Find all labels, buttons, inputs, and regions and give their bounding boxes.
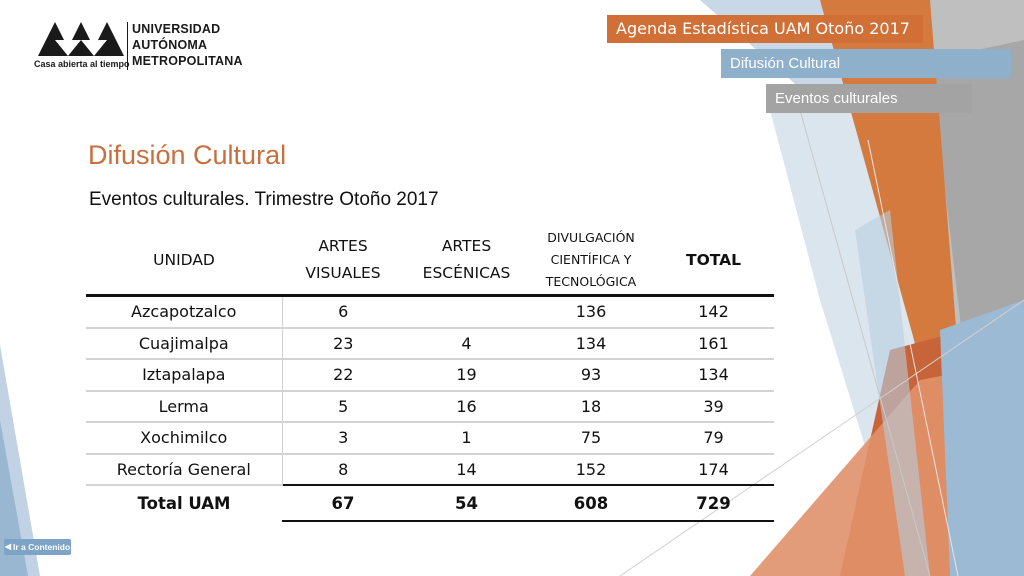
cell-divulgacion: 75 bbox=[529, 422, 653, 455]
total-grand: 729 bbox=[653, 485, 774, 522]
cell-divulgacion: 93 bbox=[529, 359, 653, 392]
cell-divulgacion: 18 bbox=[529, 390, 653, 423]
uam-logo: Casa abierta al tiempo UNIVERSIDAD AUTÓN… bbox=[34, 20, 249, 72]
total-artes-escenicas: 54 bbox=[404, 485, 529, 522]
cell-unidad: Cuajimalpa bbox=[86, 327, 283, 360]
cell-artes-visuales: 6 bbox=[282, 295, 404, 329]
logo-name: UNIVERSIDAD AUTÓNOMA METROPOLITANA bbox=[132, 21, 243, 69]
table-row: Xochimilco 3 1 75 79 bbox=[86, 422, 774, 455]
cell-unidad: Lerma bbox=[86, 390, 283, 423]
cell-unidad: Rectoría General bbox=[86, 453, 283, 486]
cell-divulgacion: 152 bbox=[529, 453, 653, 486]
header-artes-escenicas: ARTES ESCÉNICAS bbox=[404, 226, 529, 297]
subsection-banner: Eventos culturales bbox=[766, 84, 972, 113]
events-table: UNIDAD ARTES VISUALES ARTES ESCÉNICAS DI… bbox=[86, 226, 774, 522]
header-total: TOTAL bbox=[653, 226, 774, 297]
cell-total: 134 bbox=[653, 359, 774, 392]
cell-unidad: Xochimilco bbox=[86, 422, 283, 455]
cell-artes-escenicas: 4 bbox=[404, 327, 529, 360]
header-unidad: UNIDAD bbox=[86, 226, 282, 297]
logo-tagline: Casa abierta al tiempo bbox=[34, 59, 130, 69]
section-banner: Difusión Cultural bbox=[721, 49, 1011, 78]
cell-artes-escenicas: 1 bbox=[404, 422, 529, 455]
cell-total: 161 bbox=[653, 327, 774, 360]
cell-total: 174 bbox=[653, 453, 774, 486]
table-row: Cuajimalpa 23 4 134 161 bbox=[86, 327, 774, 360]
logo-name-line-3: METROPOLITANA bbox=[132, 54, 243, 68]
header-artes-escenicas-line-1: ARTES bbox=[441, 237, 492, 255]
header-divulgacion: DIVULGACIÓN CIENTÍFICA Y TECNOLÓGICA bbox=[529, 226, 653, 297]
table-row: Iztapalapa 22 19 93 134 bbox=[86, 359, 774, 392]
header-artes-visuales-line-1: ARTES bbox=[318, 237, 368, 255]
total-label: Total UAM bbox=[137, 494, 231, 513]
cell-divulgacion: 136 bbox=[529, 295, 653, 329]
header-divulgacion-line-2: CIENTÍFICA Y bbox=[550, 252, 632, 267]
cell-artes-visuales: 22 bbox=[282, 359, 404, 392]
header-artes-visuales-line-2: VISUALES bbox=[305, 264, 381, 282]
caret-left-icon: ◀ bbox=[4, 542, 11, 551]
table-row: Lerma 5 16 18 39 bbox=[86, 390, 774, 423]
cell-artes-visuales: 3 bbox=[282, 422, 404, 455]
header-artes-visuales: ARTES VISUALES bbox=[282, 226, 404, 297]
logo-name-line-1: UNIVERSIDAD bbox=[132, 22, 221, 36]
cell-artes-escenicas bbox=[404, 295, 529, 329]
table-header-row: UNIDAD ARTES VISUALES ARTES ESCÉNICAS DI… bbox=[86, 226, 774, 297]
total-divulgacion: 608 bbox=[529, 485, 653, 522]
cell-unidad: Iztapalapa bbox=[86, 359, 283, 392]
header-artes-escenicas-line-2: ESCÉNICAS bbox=[422, 264, 511, 282]
cell-artes-visuales: 5 bbox=[282, 390, 404, 423]
cell-artes-visuales: 8 bbox=[282, 453, 404, 486]
cell-unidad: Azcapotzalco bbox=[86, 295, 283, 329]
cell-artes-escenicas: 16 bbox=[404, 390, 529, 423]
total-artes-visuales: 67 bbox=[282, 485, 404, 522]
cell-artes-visuales: 23 bbox=[282, 327, 404, 360]
table-row: Rectoría General 8 14 152 174 bbox=[86, 453, 774, 486]
back-to-contents-label: Ir a Contenido bbox=[13, 542, 71, 552]
cell-total: 142 bbox=[653, 295, 774, 329]
cell-total: 39 bbox=[653, 390, 774, 423]
logo-divider bbox=[127, 22, 128, 70]
agenda-banner: Agenda Estadística UAM Otoño 2017 bbox=[607, 15, 923, 43]
back-to-contents-button[interactable]: ◀ Ir a Contenido bbox=[4, 539, 71, 555]
cell-artes-escenicas: 19 bbox=[404, 359, 529, 392]
page-title: Difusión Cultural bbox=[88, 140, 287, 170]
header-divulgacion-line-3: TECNOLÓGICA bbox=[545, 274, 637, 289]
header-divulgacion-line-1: DIVULGACIÓN bbox=[547, 230, 635, 245]
table-row: Azcapotzalco 6 136 142 bbox=[86, 295, 774, 329]
logo-name-line-2: AUTÓNOMA bbox=[132, 38, 208, 52]
cell-divulgacion: 134 bbox=[529, 327, 653, 360]
page-subtitle: Eventos culturales. Trimestre Otoño 2017 bbox=[89, 189, 439, 210]
uam-emblem-icon bbox=[38, 22, 124, 56]
cell-total: 79 bbox=[653, 422, 774, 455]
table-total-row: Total UAM 67 54 608 729 bbox=[86, 485, 774, 522]
cell-artes-escenicas: 14 bbox=[404, 453, 529, 486]
